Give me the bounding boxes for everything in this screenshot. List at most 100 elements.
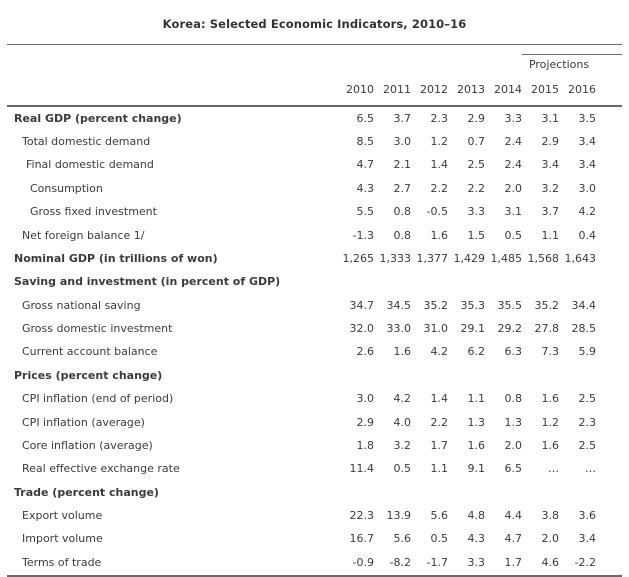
cell-value: 3.5 bbox=[578, 111, 597, 125]
cell-value: 1,333 bbox=[379, 251, 412, 265]
cell-value: 3.2 bbox=[393, 438, 412, 452]
cell-value: 0.8 bbox=[504, 392, 523, 406]
row-end-spacer bbox=[596, 247, 622, 270]
cell-value: 8.5 bbox=[356, 135, 375, 149]
cell-value: 3.7 bbox=[541, 205, 560, 219]
cell-value: 1,643 bbox=[564, 251, 597, 265]
cell-value: 35.5 bbox=[497, 298, 523, 312]
cell-value: 2.0 bbox=[504, 438, 523, 452]
table-title: Korea: Selected Economic Indicators, 201… bbox=[162, 17, 467, 31]
cell-value bbox=[522, 364, 559, 387]
table-row: Core inflation (average) 1.8 3.2 1.7 1.6 2.0 1… bbox=[7, 434, 622, 457]
cell-value: 1.3 bbox=[504, 415, 523, 429]
row-end-spacer bbox=[596, 388, 622, 411]
table-row: Export volume 22.3 13.9 5.6 4.8 4.4 3.8 3.6 bbox=[7, 504, 622, 527]
cell-value: 1,377 bbox=[416, 251, 449, 265]
year-header: 2015 bbox=[522, 73, 559, 107]
cell-value: 2.4 bbox=[504, 135, 523, 149]
row-label: Consumption bbox=[30, 181, 103, 195]
cell-value: 35.3 bbox=[460, 298, 486, 312]
cell-value: 1.5 bbox=[467, 228, 486, 242]
cell-value: 4.0 bbox=[393, 415, 412, 429]
cell-value: 1.7 bbox=[504, 555, 523, 569]
row-label: Gross fixed investment bbox=[30, 205, 157, 219]
year-header: 2012 bbox=[411, 73, 448, 107]
table-row: Terms of trade -0.9 -8.2 -1.7 3.3 1.7 4.6 -2.2 bbox=[7, 551, 622, 575]
cell-value: 1.6 bbox=[467, 438, 486, 452]
cell-value: 1.8 bbox=[356, 438, 375, 452]
year-header-row: 2010 2011 2012 2013 2014 2015 2016 bbox=[7, 73, 623, 107]
row-end-spacer bbox=[596, 364, 622, 387]
cell-value: 3.0 bbox=[578, 181, 597, 195]
row-label: Terms of trade bbox=[22, 555, 102, 569]
cell-value: 3.4 bbox=[578, 158, 597, 172]
table-header: Projections 2010 2011 2012 2013 2014 2015 2016 bbox=[7, 54, 623, 107]
cell-value: 0.5 bbox=[504, 228, 523, 242]
cell-value: 5.6 bbox=[430, 509, 449, 523]
cell-value: … bbox=[585, 462, 596, 476]
row-end-spacer bbox=[596, 154, 622, 177]
cell-value: -0.9 bbox=[352, 555, 374, 569]
cell-value: 16.7 bbox=[349, 532, 375, 546]
cell-value: 2.1 bbox=[393, 158, 412, 172]
year-header: 2010 bbox=[337, 73, 374, 107]
cell-value: 2.7 bbox=[393, 181, 412, 195]
cell-value: 2.9 bbox=[356, 415, 375, 429]
table-row: Real effective exchange rate 11.4 0.5 1.1 9.… bbox=[7, 458, 622, 481]
cell-value: 2.3 bbox=[578, 415, 597, 429]
cell-value: 3.7 bbox=[393, 111, 412, 125]
year-header: 2014 bbox=[485, 73, 522, 107]
row-end-spacer bbox=[596, 317, 622, 340]
cell-value: 11.4 bbox=[349, 462, 375, 476]
table-row: Saving and investment (in percent of GDP… bbox=[7, 271, 622, 294]
cell-value: 4.7 bbox=[504, 532, 523, 546]
cell-value: 34.4 bbox=[571, 298, 597, 312]
cell-value bbox=[522, 481, 559, 504]
row-end-spacer bbox=[596, 528, 622, 551]
cell-value: 3.0 bbox=[393, 135, 412, 149]
cell-value: 1.1 bbox=[430, 462, 449, 476]
cell-value bbox=[485, 364, 522, 387]
cell-value: 1.6 bbox=[541, 438, 560, 452]
cell-value bbox=[374, 481, 411, 504]
row-label: Prices (percent change) bbox=[14, 368, 163, 382]
cell-value: 6.5 bbox=[504, 462, 523, 476]
cell-value: 5.6 bbox=[393, 532, 412, 546]
cell-value: -1.7 bbox=[426, 555, 448, 569]
cell-value: 34.5 bbox=[386, 298, 412, 312]
cell-value: 1.3 bbox=[467, 415, 486, 429]
cell-value: 2.4 bbox=[504, 158, 523, 172]
cell-value: 3.8 bbox=[541, 509, 560, 523]
cell-value: -1.3 bbox=[352, 228, 374, 242]
cell-value bbox=[374, 364, 411, 387]
table-row: Consumption 4.3 2.7 2.2 2.2 2.0 3.2 3.0 bbox=[7, 177, 622, 200]
cell-value bbox=[559, 271, 596, 294]
row-label: Trade (percent change) bbox=[14, 485, 159, 499]
year-header: 2016 bbox=[559, 73, 596, 107]
cell-value: 4.2 bbox=[430, 345, 449, 359]
cell-value: 4.2 bbox=[393, 392, 412, 406]
row-end-spacer bbox=[596, 106, 622, 130]
table-row: Import volume 16.7 5.6 0.5 4.3 4.7 2.0 3.4 bbox=[7, 528, 622, 551]
cell-value bbox=[485, 481, 522, 504]
projections-row: Projections bbox=[7, 54, 623, 73]
year-header: 2013 bbox=[448, 73, 485, 107]
row-label: CPI inflation (end of period) bbox=[22, 392, 174, 406]
cell-value: 0.8 bbox=[393, 228, 412, 242]
cell-value: 4.4 bbox=[504, 509, 523, 523]
cell-value: 3.4 bbox=[578, 532, 597, 546]
table-row: Gross national saving 34.7 34.5 35.2 35.3 35.… bbox=[7, 294, 622, 317]
cell-value: 32.0 bbox=[349, 322, 375, 336]
cell-value: 1.1 bbox=[541, 228, 560, 242]
cell-value: 2.5 bbox=[467, 158, 486, 172]
cell-value bbox=[411, 481, 448, 504]
cell-value: 1.2 bbox=[541, 415, 560, 429]
cell-value: 2.5 bbox=[578, 392, 597, 406]
cell-value: 4.3 bbox=[467, 532, 486, 546]
cell-value: 33.0 bbox=[386, 322, 412, 336]
row-end-spacer bbox=[596, 551, 622, 575]
cell-value: 9.1 bbox=[467, 462, 486, 476]
cell-value: 1.1 bbox=[467, 392, 486, 406]
cell-value: 2.2 bbox=[430, 181, 449, 195]
table-row: Gross fixed investment 5.5 0.8 -0.5 3.3 3.1 3.… bbox=[7, 201, 622, 224]
